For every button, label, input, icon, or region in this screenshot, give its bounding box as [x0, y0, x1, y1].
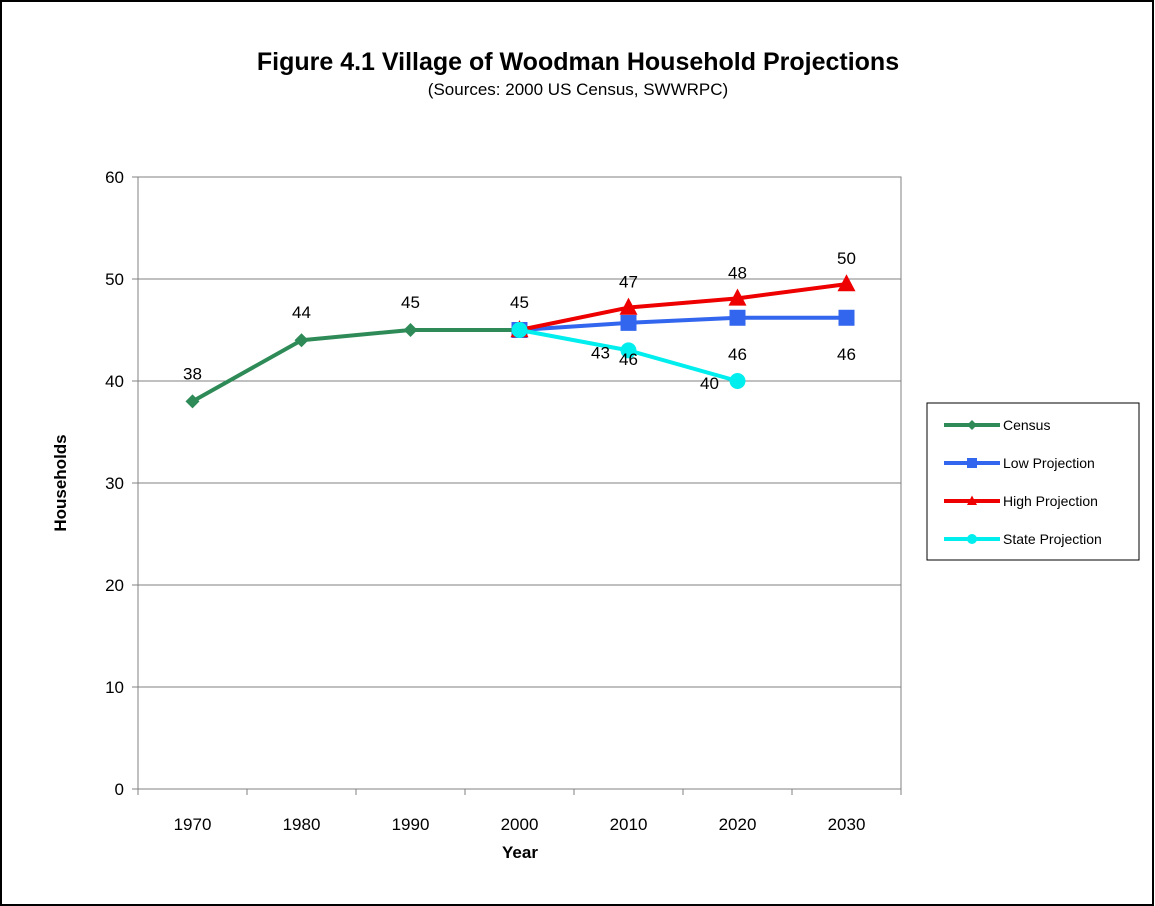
data-point	[620, 314, 637, 331]
legend-swatch-marker	[967, 420, 977, 430]
data-point	[620, 342, 637, 359]
y-tick-label: 60	[105, 168, 124, 187]
data-point	[619, 297, 638, 315]
data-labels: 38 44 45 45 46 46 46 47 48 50 43 40	[183, 249, 856, 393]
x-axis-title: Year	[502, 843, 538, 862]
data-point	[185, 394, 200, 409]
data-label: 45	[401, 293, 420, 312]
data-label: 44	[292, 303, 311, 322]
chart-subtitle: (Sources: 2000 US Census, SWWRPC)	[428, 80, 728, 99]
legend-label: State Projection	[1003, 531, 1102, 547]
series-line	[519, 282, 847, 332]
legend-label: Low Projection	[1003, 455, 1095, 471]
y-tick-label: 40	[105, 372, 124, 391]
legend-label: Census	[1003, 417, 1050, 433]
x-tick-label: 1970	[174, 815, 212, 834]
y-tick-label: 50	[105, 270, 124, 289]
legend-swatch-marker	[967, 458, 977, 468]
data-label: 45	[510, 293, 529, 312]
legend-swatch-marker	[967, 534, 977, 544]
y-tick-label: 30	[105, 474, 124, 493]
data-label: 38	[183, 364, 202, 383]
data-point	[294, 333, 309, 348]
data-point	[838, 309, 855, 326]
data-label: 40	[700, 374, 719, 393]
x-tick-label: 2000	[501, 815, 539, 834]
x-tick-label: 2010	[610, 815, 648, 834]
data-label: 46	[837, 345, 856, 364]
data-point	[729, 373, 746, 389]
data-label: 43	[591, 343, 610, 362]
series-line	[519, 315, 847, 332]
y-tick-label: 0	[115, 780, 124, 799]
data-label: 46	[619, 350, 638, 369]
y-tick-label: 10	[105, 678, 124, 697]
data-point	[728, 288, 747, 306]
data-point	[511, 322, 528, 338]
x-tick-label: 2030	[828, 815, 866, 834]
series-layer	[185, 274, 856, 409]
data-label: 48	[728, 263, 747, 282]
gridlines	[138, 278, 901, 688]
legend-swatch-marker	[967, 495, 977, 505]
data-point	[403, 323, 418, 337]
legend: Census Low Projection High Projection State…	[944, 417, 1102, 547]
chart-title: Figure 4.1 Village of Woodman Household …	[257, 48, 899, 76]
legend-box	[926, 402, 1140, 561]
x-tick-label: 2020	[719, 815, 757, 834]
data-label: 46	[728, 345, 747, 364]
x-tick-label: 1980	[283, 815, 321, 834]
x-tick-label: 1990	[392, 815, 430, 834]
y-axis-title: Households	[51, 434, 70, 531]
data-point	[837, 274, 856, 292]
data-label: 50	[837, 249, 856, 268]
legend-label: High Projection	[1003, 493, 1098, 509]
data-point	[729, 309, 746, 326]
series-line	[191, 328, 520, 404]
y-tick-label: 20	[105, 576, 124, 595]
data-label: 47	[619, 273, 638, 292]
